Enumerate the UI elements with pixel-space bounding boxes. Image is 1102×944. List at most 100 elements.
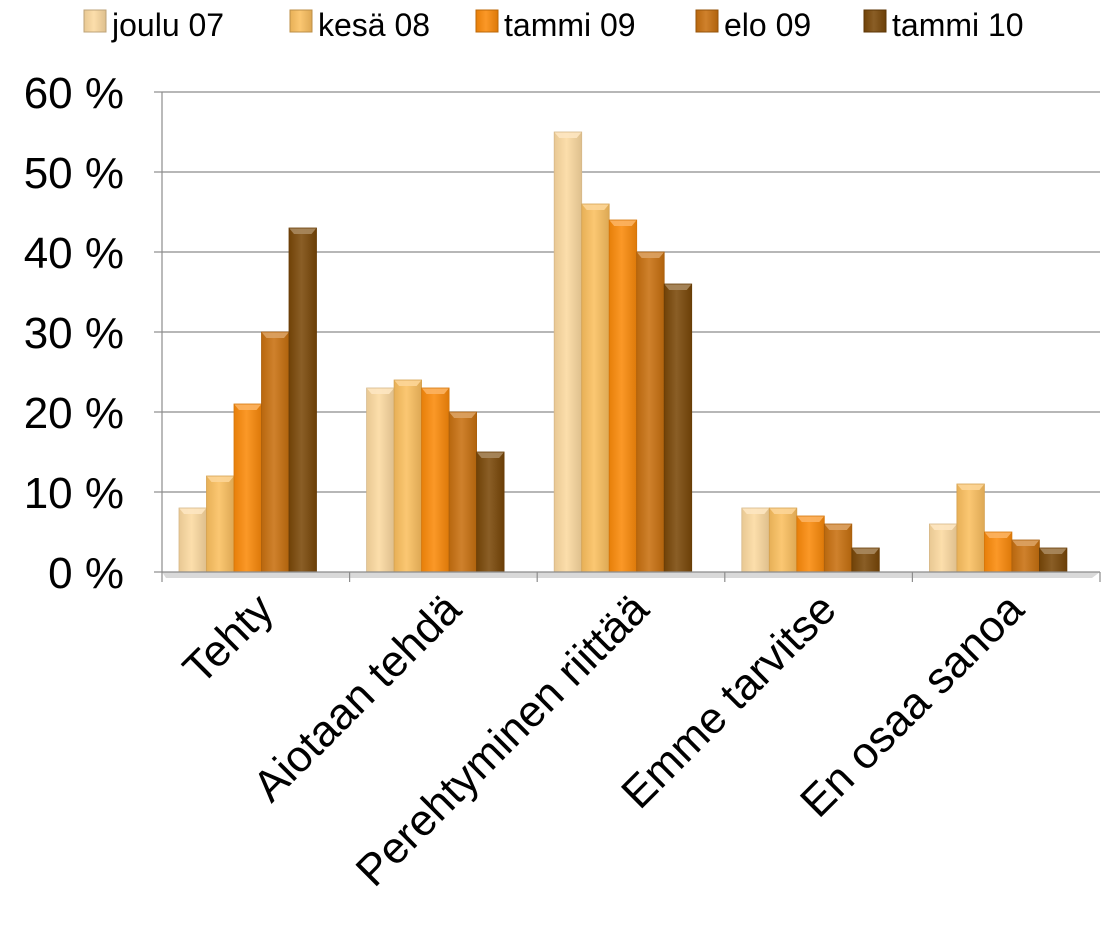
- bar-cap: [234, 404, 262, 410]
- y-tick-label: 30 %: [24, 309, 124, 358]
- bar-face: [956, 484, 985, 572]
- y-tick-label: 60 %: [24, 69, 124, 118]
- bar-cap: [261, 332, 289, 338]
- y-tick-label: 20 %: [24, 389, 124, 438]
- bar-aiotaan-tehd-tammi-10: [476, 451, 505, 573]
- bar-aiotaan-tehd-elo-09: [448, 411, 478, 573]
- bar-en-osaa-sanoa-tammi-10: [1039, 547, 1068, 573]
- bar-perehtyminen-riitt-kes-08: [581, 203, 610, 573]
- bar-tehty-kes-08: [206, 475, 235, 573]
- legend-swatch: [695, 9, 719, 33]
- bar-cap: [179, 508, 207, 514]
- bar-face: [289, 228, 317, 572]
- bar-group-tehty: [178, 227, 317, 573]
- bar-cap: [394, 380, 422, 386]
- legend-item-elo-09: elo 09: [695, 7, 811, 43]
- bar-emme-tarvitse-kes-08: [768, 507, 798, 573]
- bar-face: [769, 508, 797, 572]
- bar-face: [366, 388, 395, 572]
- bar-face: [636, 252, 665, 572]
- bar-group-en-osaa-sanoa: [929, 483, 1068, 573]
- bar-face: [554, 132, 582, 572]
- legend-swatch: [475, 9, 499, 33]
- bar-face: [984, 532, 1012, 572]
- bar-en-osaa-sanoa-elo-09: [1011, 539, 1040, 573]
- bar-en-osaa-sanoa-kes-08: [956, 483, 985, 573]
- bar-tehty-tammi-10: [288, 227, 317, 573]
- bar-face: [824, 524, 852, 572]
- legend-label: tammi 09: [504, 7, 636, 43]
- bar-face: [741, 508, 770, 572]
- bar-aiotaan-tehd-tammi-09: [421, 387, 450, 573]
- bar-aiotaan-tehd-kes-08: [393, 379, 423, 573]
- bar-tehty-elo-09: [261, 331, 290, 573]
- bar-face: [929, 524, 957, 572]
- bar-aiotaan-tehd-joulu-07: [366, 387, 395, 573]
- bar-face: [476, 452, 505, 572]
- x-tick-label: Tehty: [174, 584, 283, 693]
- bar-face: [394, 380, 422, 572]
- bar-group-emme-tarvitse: [741, 507, 880, 573]
- bar-emme-tarvitse-tammi-10: [851, 547, 880, 573]
- bar-face: [609, 220, 637, 572]
- bar-cap: [581, 204, 610, 210]
- bar-emme-tarvitse-elo-09: [823, 523, 853, 573]
- bars: [162, 131, 1100, 578]
- legend-item-kes-08: kesä 08: [289, 7, 430, 43]
- bar-face: [421, 388, 450, 572]
- bar-cap: [366, 388, 395, 394]
- legend-swatch: [83, 9, 107, 33]
- bar-tehty-joulu-07: [178, 507, 207, 573]
- bar-cap: [796, 516, 825, 522]
- bar-cap: [769, 508, 797, 514]
- legend-label: elo 09: [724, 7, 811, 43]
- y-tick-label: 0 %: [48, 549, 124, 598]
- bar-en-osaa-sanoa-tammi-09: [984, 531, 1013, 573]
- bar-face: [664, 284, 692, 572]
- bar-cap: [1039, 548, 1067, 554]
- bar-cap: [206, 476, 234, 482]
- bar-cap: [741, 508, 770, 514]
- bar-cap: [664, 284, 692, 290]
- y-tick-label: 40 %: [24, 229, 124, 278]
- bar-cap: [449, 412, 477, 418]
- bar-emme-tarvitse-joulu-07: [741, 507, 770, 573]
- bar-group-aiotaan-tehd: [366, 379, 505, 573]
- bar-face: [261, 332, 289, 572]
- bar-cap: [1011, 540, 1040, 546]
- bar-cap: [289, 228, 317, 234]
- bar-tehty-tammi-09: [233, 403, 262, 573]
- bar-cap: [554, 132, 582, 138]
- legend-label: joulu 07: [111, 7, 224, 43]
- bar-cap: [984, 532, 1012, 538]
- y-tick-label: 10 %: [24, 469, 124, 518]
- bar-en-osaa-sanoa-joulu-07: [929, 523, 958, 573]
- bar-cap: [421, 388, 450, 394]
- bar-perehtyminen-riitt-elo-09: [636, 251, 665, 573]
- chart-floor: [162, 572, 1100, 578]
- legend-label: kesä 08: [318, 7, 430, 43]
- bar-perehtyminen-riitt-tammi-09: [608, 219, 638, 573]
- bar-cap: [824, 524, 852, 530]
- bar-group-perehtyminen-riitt: [553, 131, 693, 573]
- bar-cap: [609, 220, 637, 226]
- y-axis: 0 % 10 % 20 % 30 % 40 % 50 % 60 %: [24, 69, 163, 598]
- bar-perehtyminen-riitt-tammi-10: [663, 283, 693, 573]
- legend-swatch: [863, 9, 887, 33]
- bar-cap: [636, 252, 665, 258]
- bar-face: [449, 412, 477, 572]
- bar-perehtyminen-riitt-joulu-07: [553, 131, 583, 573]
- legend: joulu 07 kesä 08 tammi 09 elo 09 tammi 10: [83, 7, 1024, 43]
- bar-face: [581, 204, 610, 572]
- bar-cap: [851, 548, 880, 554]
- legend-item-tammi-09: tammi 09: [475, 7, 636, 43]
- bar-face: [179, 508, 207, 572]
- legend-item-joulu-07: joulu 07: [83, 7, 224, 43]
- bar-cap: [956, 484, 985, 490]
- bar-cap: [476, 452, 505, 458]
- legend-item-tammi-10: tammi 10: [863, 7, 1024, 43]
- y-tick-label: 50 %: [24, 149, 124, 198]
- bar-face: [234, 404, 262, 572]
